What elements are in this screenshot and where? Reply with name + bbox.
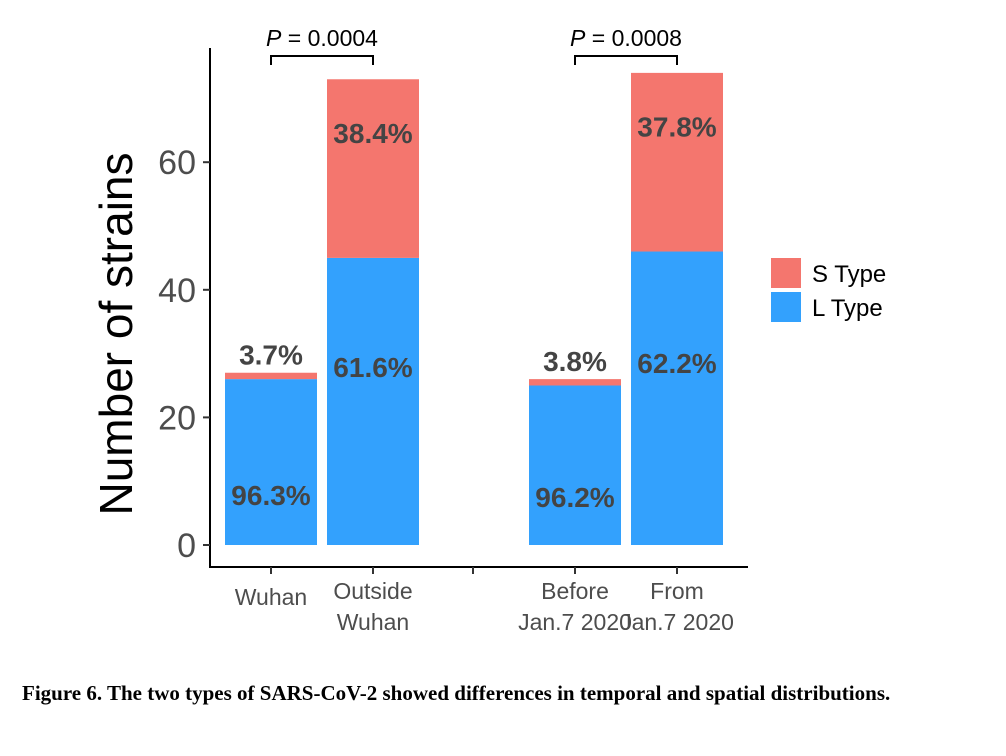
legend-swatch <box>771 292 801 322</box>
data-label-s-type: 3.7% <box>239 340 303 371</box>
data-label-l-type: 62.2% <box>637 348 716 379</box>
bars-layer <box>225 72 723 545</box>
y-tick-label: 40 <box>158 272 196 310</box>
data-label-l-type: 96.2% <box>535 482 614 513</box>
bar-segment-l-type <box>529 385 621 545</box>
bar-segment-l-type <box>225 379 317 545</box>
data-label-s-type: 3.8% <box>543 346 607 377</box>
axes-layer: 0 20 40 60 Wuhan Outside Wuhan Before Jan.7 2020… <box>90 48 748 635</box>
bar-segment-l-type <box>327 257 419 545</box>
bar-segment-s-type <box>225 372 317 380</box>
data-label-l-type: 96.3% <box>231 480 310 511</box>
p-value-label: P = 0.0008 <box>570 25 682 51</box>
x-tick-label: From Jan.7 2020 <box>620 578 734 635</box>
y-tick-label: 60 <box>158 144 196 182</box>
bar-segment-s-type <box>327 79 419 258</box>
bar-segment-s-type <box>631 72 723 252</box>
x-tick-label: Outside Wuhan <box>333 578 412 635</box>
legend-swatch <box>771 258 801 288</box>
y-tick-label: 0 <box>177 527 196 565</box>
y-tick-label: 20 <box>158 399 196 437</box>
p-value-label: P = 0.0004 <box>266 25 378 51</box>
significance-bracket <box>270 55 374 65</box>
legend-label: L Type <box>812 295 883 322</box>
y-axis-label: Number of strains <box>90 152 142 515</box>
data-label-s-type: 38.4% <box>333 118 412 149</box>
legend-label: S Type <box>812 261 886 288</box>
data-label-s-type: 37.8% <box>637 111 716 142</box>
bar-segment-s-type <box>529 379 621 386</box>
labels-layer: 96.3% 3.7% 61.6% 38.4% 96.2% 3.8% 62.2% 37.8% P … <box>231 25 716 513</box>
significance-bracket <box>574 55 678 65</box>
data-label-l-type: 61.6% <box>333 352 412 383</box>
bar-segment-l-type <box>631 251 723 545</box>
figure-caption: Figure 6. The two types of SARS-CoV-2 sh… <box>22 681 891 705</box>
legend: S Type L Type <box>771 258 886 322</box>
x-tick-label: Wuhan <box>235 584 307 610</box>
stacked-bar-chart: 0 20 40 60 Wuhan Outside Wuhan Before Jan.7 2020… <box>90 25 886 635</box>
x-tick-label: Before Jan.7 2020 <box>518 578 632 635</box>
